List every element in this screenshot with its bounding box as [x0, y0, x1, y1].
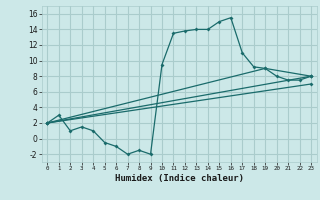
X-axis label: Humidex (Indice chaleur): Humidex (Indice chaleur) — [115, 174, 244, 183]
